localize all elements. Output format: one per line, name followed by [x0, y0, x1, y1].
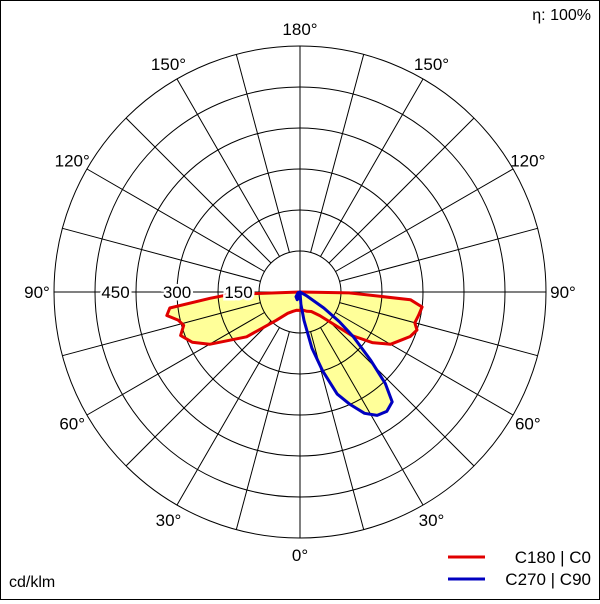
grid-spoke-45 — [328, 320, 475, 467]
grid-spoke-105 — [339, 227, 538, 282]
grid-spoke-330 — [176, 327, 280, 506]
grid-spoke-165 — [310, 54, 365, 253]
angle-label-0: 0° — [292, 546, 308, 565]
grid-spoke-150 — [320, 78, 424, 257]
angle-label-7: 120° — [510, 152, 545, 171]
grid-spoke-285 — [62, 302, 261, 357]
grid-spoke-225 — [125, 117, 272, 264]
series-fill-1 — [296, 292, 393, 416]
radial-tick-label-2: 450 — [101, 283, 129, 302]
series-fills — [166, 292, 423, 416]
grid-spoke-315 — [125, 320, 272, 467]
polar-grid — [53, 45, 547, 539]
angle-label-10: 150° — [151, 55, 186, 74]
grid-spoke-75 — [339, 302, 538, 357]
radial-labels: 150 300 450 — [99, 281, 255, 305]
angle-label-1: 30° — [419, 511, 445, 530]
angle-labels: 0° 30° 30° 60° 60° 90° 90° 120° 120° 150° 150° 180° — [24, 20, 576, 565]
angle-label-11: 180° — [282, 20, 317, 39]
angle-label-2: 30° — [156, 511, 182, 530]
efficiency-label: η: 100% — [532, 7, 591, 24]
legend-entry-0: C180 | C0 — [515, 548, 591, 567]
grid-spoke-240 — [86, 168, 265, 272]
angle-label-4: 60° — [59, 415, 85, 434]
unit-label: cd/klm — [9, 574, 56, 591]
radial-tick-label-1: 300 — [163, 283, 191, 302]
series-fill-0 — [166, 292, 423, 345]
grid-spoke-345 — [235, 331, 290, 530]
grid-spoke-300 — [86, 312, 265, 416]
series-line-1 — [294, 290, 394, 417]
grid-spoke-210 — [176, 78, 280, 257]
angle-label-5: 90° — [550, 283, 576, 302]
series-line-0 — [165, 290, 424, 346]
grid-spoke-255 — [62, 227, 261, 282]
grid-spoke-120 — [335, 168, 514, 272]
radial-tick-label-0: 150 — [224, 283, 252, 302]
grid-spoke-60 — [335, 312, 514, 416]
grid-spoke-195 — [235, 54, 290, 253]
angle-label-9: 150° — [414, 55, 449, 74]
angle-label-3: 60° — [515, 415, 541, 434]
angle-label-8: 120° — [55, 152, 90, 171]
series-lines — [165, 290, 424, 417]
legend-entry-1: C270 | C90 — [505, 570, 591, 589]
grid-spoke-30 — [320, 327, 424, 506]
legend: C180 | C0 C270 | C90 — [448, 548, 591, 589]
grid-spoke-135 — [328, 117, 475, 264]
angle-label-6: 90° — [24, 283, 50, 302]
